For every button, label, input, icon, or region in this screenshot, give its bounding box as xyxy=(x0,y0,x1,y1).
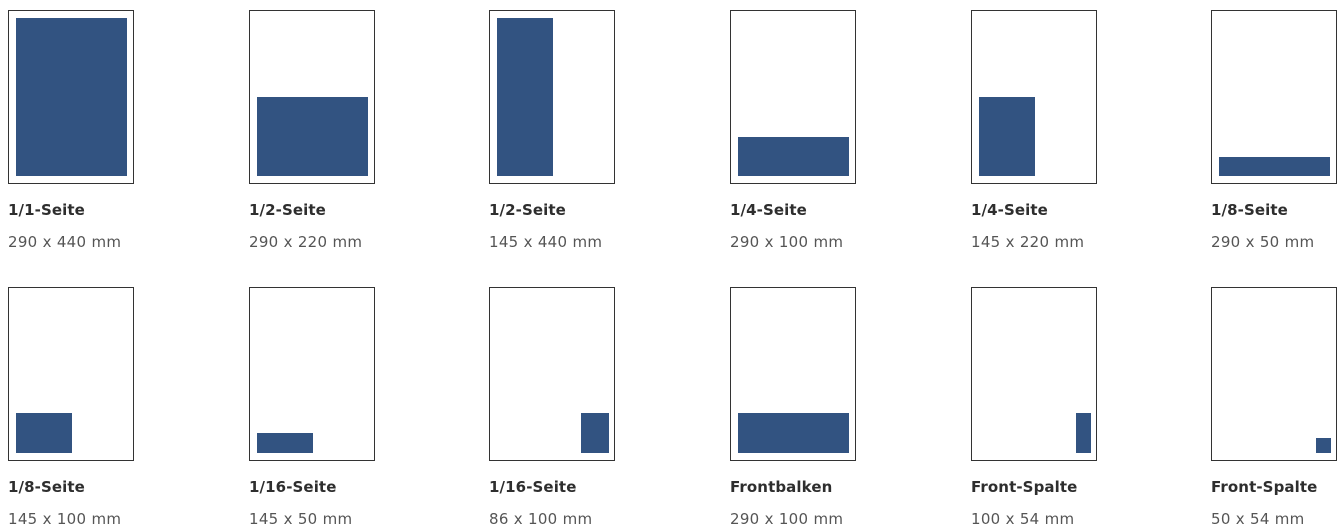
format-size: 290 x 220 mm xyxy=(249,233,363,251)
page-outline xyxy=(8,10,134,184)
format-label: 1/4-Seite xyxy=(971,201,1048,219)
page-outline xyxy=(1211,10,1337,184)
format-size: 145 x 100 mm xyxy=(8,510,122,528)
ad-area xyxy=(1316,438,1331,453)
ad-area xyxy=(16,413,72,453)
format-label: 1/1-Seite xyxy=(8,201,85,219)
format-size: 290 x 100 mm xyxy=(730,233,844,251)
format-size: 145 x 440 mm xyxy=(489,233,603,251)
format-label: 1/8-Seite xyxy=(1211,201,1288,219)
format-size: 290 x 50 mm xyxy=(1211,233,1315,251)
format-label: Front-Spalte xyxy=(1211,478,1318,496)
format-label: 1/8-Seite xyxy=(8,478,85,496)
page-outline xyxy=(730,287,856,461)
ad-area xyxy=(257,433,313,453)
format-size: 145 x 220 mm xyxy=(971,233,1085,251)
page-outline xyxy=(249,10,375,184)
page-outline xyxy=(8,287,134,461)
format-label: 1/4-Seite xyxy=(730,201,807,219)
format-size: 86 x 100 mm xyxy=(489,510,593,528)
format-size: 290 x 440 mm xyxy=(8,233,122,251)
page-outline xyxy=(971,287,1097,461)
ad-area xyxy=(16,18,127,176)
format-size: 50 x 54 mm xyxy=(1211,510,1305,528)
page-outline xyxy=(730,10,856,184)
page-outline xyxy=(1211,287,1337,461)
page-outline xyxy=(489,287,615,461)
format-size: 290 x 100 mm xyxy=(730,510,844,528)
format-label: Frontbalken xyxy=(730,478,833,496)
format-size: 100 x 54 mm xyxy=(971,510,1075,528)
page-outline xyxy=(971,10,1097,184)
ad-area xyxy=(1219,157,1330,176)
format-label: 1/16-Seite xyxy=(489,478,577,496)
format-label: 1/2-Seite xyxy=(489,201,566,219)
format-label: Front-Spalte xyxy=(971,478,1078,496)
page-outline xyxy=(489,10,615,184)
page-outline xyxy=(249,287,375,461)
format-label: 1/2-Seite xyxy=(249,201,326,219)
format-size: 145 x 50 mm xyxy=(249,510,353,528)
ad-area xyxy=(738,413,849,453)
ad-area xyxy=(738,137,849,176)
format-label: 1/16-Seite xyxy=(249,478,337,496)
ad-area xyxy=(497,18,553,176)
ad-area xyxy=(257,97,368,176)
ad-area xyxy=(1076,413,1091,453)
ad-area xyxy=(979,97,1035,176)
ad-area xyxy=(581,413,609,453)
